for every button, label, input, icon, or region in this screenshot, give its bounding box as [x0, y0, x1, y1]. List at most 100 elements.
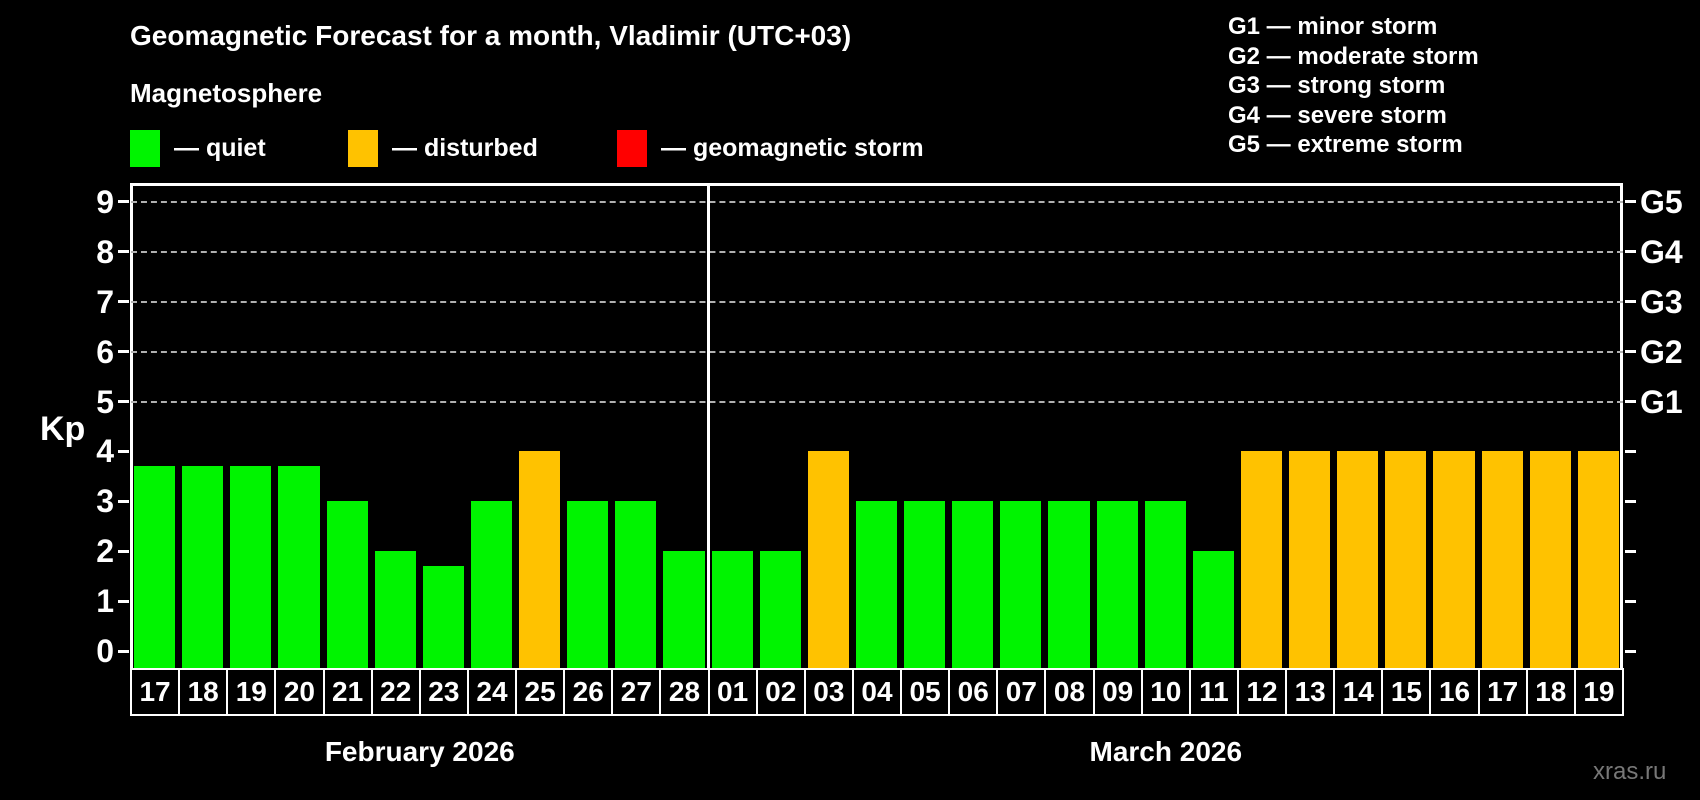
quiet-swatch-icon — [130, 130, 160, 167]
kp-bar — [230, 466, 272, 668]
page-title: Geomagnetic Forecast for a month, Vladim… — [130, 20, 852, 51]
axis-tick — [118, 300, 129, 304]
kp-bar — [182, 466, 224, 668]
axis-tick — [1625, 250, 1636, 254]
y-axis-tick-label: 4 — [96, 433, 114, 470]
axis-tick — [1625, 400, 1636, 403]
g2-legend-line: G2 — moderate storm — [1228, 42, 1479, 70]
y-axis-tick-label: 3 — [96, 483, 114, 520]
kp-bar — [1144, 501, 1186, 668]
legend-label-storm: — geomagnetic storm — [661, 134, 924, 162]
axis-tick — [1625, 649, 1636, 653]
y-axis-tick-label: 0 — [96, 633, 114, 669]
kp-bar — [1433, 451, 1475, 668]
date-label: 10 — [1140, 668, 1191, 716]
kp-bar — [1529, 451, 1571, 668]
date-label: 19 — [1573, 668, 1624, 716]
axis-tick — [1625, 599, 1636, 603]
date-label: 19 — [226, 668, 277, 716]
date-label: 23 — [418, 668, 469, 716]
date-label: 03 — [803, 668, 854, 716]
site-watermark: xras.ru — [1593, 758, 1667, 785]
axis-tick — [1625, 350, 1636, 354]
gridline — [131, 350, 1623, 353]
axis-tick — [118, 599, 129, 603]
axis-tick — [118, 499, 129, 503]
kp-bar — [663, 551, 705, 668]
kp-bar — [855, 501, 898, 668]
date-label: 04 — [851, 668, 903, 716]
month-label: March 2026 — [1089, 736, 1243, 767]
month-label: February 2026 — [324, 736, 515, 767]
y-axis-tick-label: 8 — [96, 233, 114, 270]
kp-bar — [1481, 451, 1523, 668]
month-separator — [707, 183, 711, 668]
date-label: 24 — [466, 668, 518, 716]
axis-tick — [1625, 499, 1636, 503]
gridline — [131, 400, 1623, 403]
axis-tick — [1625, 549, 1636, 553]
axis-tick — [118, 649, 129, 653]
date-label: 15 — [1381, 668, 1432, 716]
y-axis-tick-label: 6 — [96, 333, 114, 370]
axis-tick — [118, 200, 129, 204]
date-label: 06 — [948, 668, 999, 716]
gridline — [131, 300, 1623, 303]
g-axis-label: G1 — [1640, 383, 1683, 420]
kp-bar — [711, 551, 753, 668]
legend-label-disturbed: — disturbed — [392, 134, 538, 162]
axis-tick — [1625, 200, 1636, 204]
y-axis-tick-label: 1 — [96, 583, 114, 620]
date-label: 22 — [370, 668, 421, 716]
kp-bar — [1192, 551, 1234, 668]
legend-item-disturbed: — disturbed — [348, 130, 538, 167]
kp-bar — [1096, 501, 1138, 668]
kp-bar — [1577, 451, 1619, 668]
kp-bar — [952, 501, 994, 668]
kp-bar — [807, 451, 849, 668]
kp-bar — [567, 501, 609, 668]
g-axis-label: G4 — [1640, 233, 1683, 270]
kp-bar — [1289, 451, 1331, 668]
magnetosphere-label: Magnetosphere — [130, 78, 323, 108]
axis-tick — [118, 549, 129, 553]
date-label: 05 — [900, 668, 951, 716]
kp-bar — [1240, 451, 1283, 668]
legend-item-storm: — geomagnetic storm — [617, 130, 924, 167]
kp-bar — [1000, 501, 1042, 668]
kp-bar — [470, 501, 513, 668]
date-label: 20 — [274, 668, 325, 716]
date-label: 25 — [515, 668, 566, 716]
plot-area — [130, 183, 1623, 668]
date-label: 21 — [322, 668, 373, 716]
y-axis-tick-label: 2 — [96, 533, 114, 570]
date-label: 08 — [1044, 668, 1095, 716]
date-label: 26 — [563, 668, 614, 716]
kp-bar — [759, 551, 801, 668]
kp-bar — [615, 501, 657, 668]
kp-bar — [374, 551, 416, 668]
date-label: 14 — [1333, 668, 1384, 716]
axis-tick — [118, 250, 129, 254]
axis-tick — [118, 400, 129, 403]
kp-bar — [278, 466, 320, 668]
kp-bar — [422, 566, 464, 668]
date-label: 17 — [1477, 668, 1528, 716]
kp-bar — [326, 501, 368, 668]
date-label: 02 — [755, 668, 806, 716]
kp-axis-title: Kp — [40, 410, 86, 448]
legend-label-quiet: — quiet — [174, 134, 266, 162]
g5-legend-line: G5 — extreme storm — [1228, 131, 1463, 158]
kp-bar — [904, 501, 946, 668]
g3-legend-line: G3 — strong storm — [1228, 72, 1446, 99]
date-label: 18 — [178, 668, 229, 716]
axis-tick — [1625, 449, 1636, 453]
kp-bar — [1385, 451, 1427, 668]
disturbed-swatch-icon — [348, 130, 378, 167]
axis-tick — [118, 350, 129, 354]
legend-item-quiet: — quiet — [130, 130, 266, 167]
date-label: 07 — [996, 668, 1047, 716]
date-label: 12 — [1236, 668, 1288, 716]
y-axis-tick-label: 7 — [96, 283, 114, 320]
